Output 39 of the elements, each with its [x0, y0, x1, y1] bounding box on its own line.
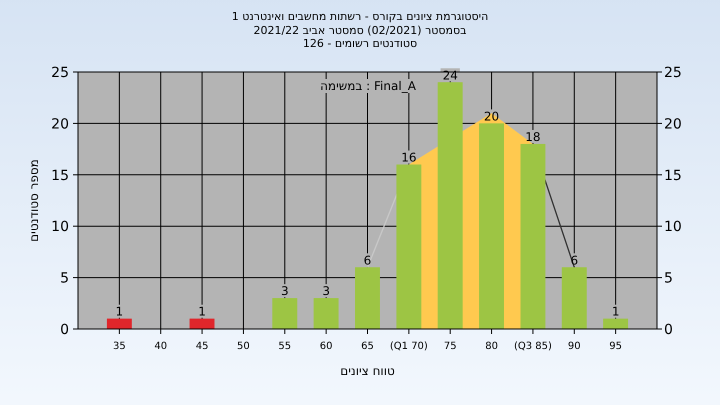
x-tick-label: 45	[196, 341, 208, 352]
x-tick-label: (Q3 85)	[514, 341, 552, 352]
x-axis-title: טווח ציונים	[340, 364, 395, 378]
chart-subtitle: בסמסטר (02/2021) סמסטר אביב 2021/22 סטודנטים רשומים - 126	[253, 24, 467, 50]
x-tick-label: 75	[444, 341, 457, 352]
x-tick-label: 80	[485, 341, 498, 352]
x-tick-label: 65	[361, 341, 374, 352]
y2-tick-label: 25	[664, 65, 682, 81]
data-label: 18	[525, 130, 541, 144]
data-label: 3	[280, 284, 289, 298]
y-tick-label: 10	[51, 219, 69, 236]
x-tick-label: 50	[237, 341, 250, 352]
data-label: 16	[401, 150, 416, 165]
y2-tick-label: 15	[664, 168, 682, 184]
data-label: 1	[116, 304, 124, 319]
y2-tick-label: 20	[664, 116, 682, 132]
chart-title: היסטוגרמת ציונים בקורס - רשתות מחשבים ואינטרנט 1	[232, 10, 488, 23]
x-tick-label: 90	[568, 341, 581, 352]
annotation: במשימה : Final_A	[320, 79, 417, 93]
x-tick-label: 60	[320, 341, 333, 352]
x-tick-label: 35	[112, 341, 126, 352]
y2-tick-label: 0	[664, 322, 673, 338]
y-tick-label: 5	[60, 270, 69, 287]
y2-tick-label: 5	[664, 270, 673, 287]
x-tick-label: 95	[609, 341, 622, 352]
x-tick-label: (Q1 70)	[390, 341, 428, 352]
y2-tick-label: 10	[664, 219, 682, 236]
data-label: 1	[612, 304, 620, 319]
data-label: 20	[484, 109, 500, 124]
y-axis-title: מספר סטודנטים	[27, 159, 41, 242]
x-tick-label: 55	[278, 341, 292, 352]
y-tick-label: 0	[60, 322, 69, 338]
y-tick-label: 25	[51, 65, 69, 81]
y-tick-label: 20	[51, 116, 69, 132]
data-label: 1	[198, 304, 206, 319]
data-label: 3	[322, 284, 330, 298]
x-tick-label: 40	[154, 341, 168, 352]
data-label: 6	[364, 253, 372, 268]
y-tick-label: 15	[51, 168, 69, 184]
